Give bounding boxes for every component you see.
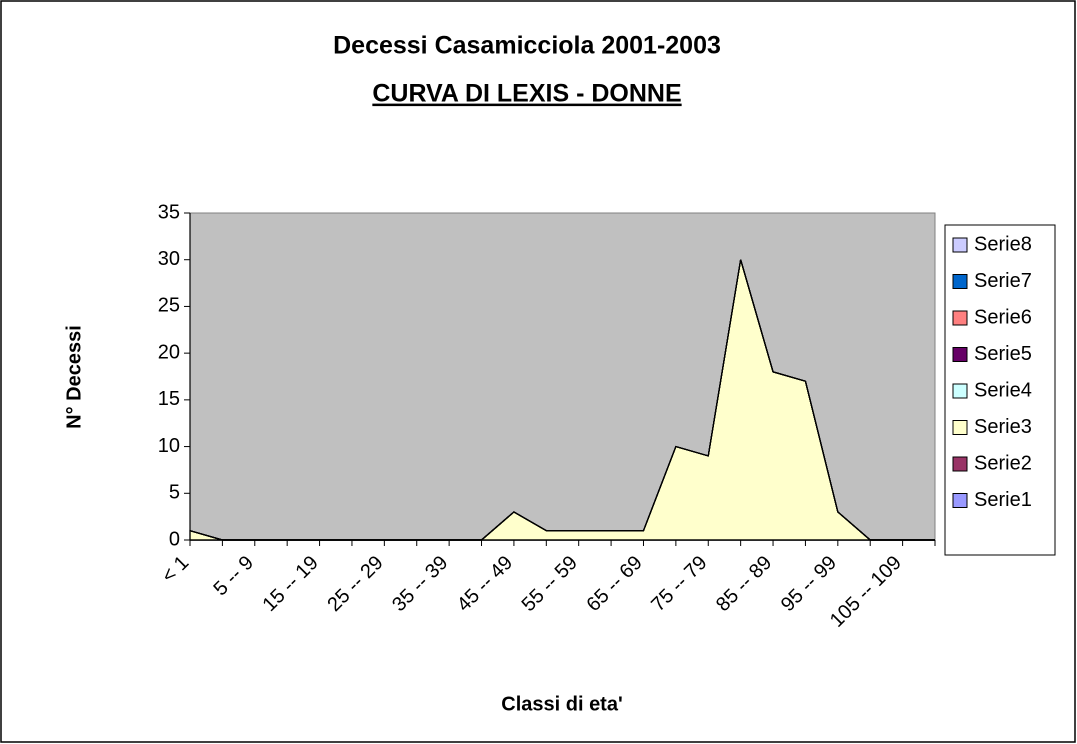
legend-label: Serie8 bbox=[974, 233, 1032, 255]
legend-label: Serie4 bbox=[974, 379, 1032, 401]
y-tick-label: 0 bbox=[169, 528, 180, 550]
y-tick-label: 35 bbox=[158, 201, 180, 223]
y-tick-label: 15 bbox=[158, 388, 180, 410]
legend-swatch bbox=[952, 347, 968, 362]
legend-swatch bbox=[952, 493, 968, 508]
x-axis-label: Classi di eta' bbox=[501, 693, 622, 715]
legend-swatch bbox=[952, 420, 968, 435]
legend-swatch bbox=[952, 274, 968, 289]
legend-swatch bbox=[952, 310, 968, 326]
y-tick-label: 5 bbox=[169, 482, 180, 504]
legend-swatch bbox=[952, 237, 968, 253]
legend-label: Serie3 bbox=[974, 416, 1032, 438]
y-tick-label: 20 bbox=[158, 341, 180, 363]
y-tick-label: 10 bbox=[158, 435, 180, 457]
legend-label: Serie6 bbox=[974, 306, 1032, 328]
y-tick-label: 30 bbox=[158, 248, 180, 270]
legend-label: Serie2 bbox=[974, 452, 1032, 474]
legend-label: Serie7 bbox=[974, 270, 1032, 292]
legend: Serie8 Serie7 Serie6 Serie5 Serie4 Serie3 Seri… bbox=[944, 224, 1056, 556]
legend-swatch bbox=[952, 383, 968, 399]
y-tick-label: 25 bbox=[158, 295, 180, 317]
legend-label: Serie1 bbox=[974, 489, 1032, 511]
legend-label: Serie5 bbox=[974, 343, 1032, 365]
chart-title: Decessi Casamicciola 2001-2003 bbox=[333, 32, 721, 60]
chart-subtitle: CURVA DI LEXIS - DONNE bbox=[372, 80, 681, 108]
y-axis-label: N° Decessi bbox=[63, 325, 85, 429]
legend-swatch bbox=[952, 456, 968, 472]
